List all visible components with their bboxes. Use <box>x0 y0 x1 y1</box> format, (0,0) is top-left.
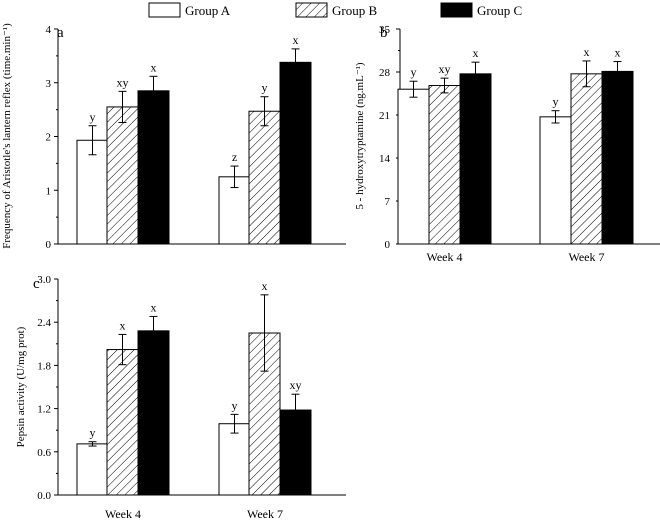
significance-label: x <box>151 60 157 74</box>
y-tick-label: 3 <box>46 78 52 90</box>
panel-label: b <box>380 25 388 41</box>
legend-item-1: Group A <box>148 2 231 18</box>
bar-group-c-1 <box>137 330 170 496</box>
legend-swatch <box>440 2 473 18</box>
y-tick-label: 28 <box>379 67 391 79</box>
x-tick-label: Week 4 <box>105 507 141 521</box>
significance-label: x <box>615 46 621 60</box>
panel-label: c <box>33 276 40 292</box>
bar-group-b-1 <box>428 85 461 245</box>
y-tick-label: 1.2 <box>37 404 51 416</box>
significance-label: z <box>232 150 237 164</box>
bar-group-a-1 <box>76 139 109 245</box>
bar-group-b-2 <box>248 110 281 245</box>
y-tick-label: 3.0 <box>37 274 51 286</box>
y-tick-label: 0 <box>385 239 391 251</box>
bar-group-a-2 <box>539 116 572 245</box>
y-axis-title: 5 - hydroxytryptamine (ng.mL⁻¹) <box>354 62 366 210</box>
bar-group-b-2 <box>570 73 603 245</box>
legend: Group A Group B Group C <box>148 2 522 18</box>
significance-label: x <box>473 46 479 60</box>
significance-label: xy <box>439 62 451 76</box>
bar-group-a-1 <box>76 443 109 496</box>
y-tick-label: 4 <box>46 24 52 36</box>
bar-group-a-1 <box>397 88 430 245</box>
y-tick-label: 0.0 <box>37 490 51 502</box>
significance-label: y <box>262 81 268 95</box>
significance-label: x <box>262 279 268 293</box>
panel-c: 0.0 0.6 1.2 1.8 2.4 3.0c Pepsin activity (U/mg… <box>15 274 346 521</box>
significance-label: x <box>293 33 299 47</box>
y-tick-label: 35 <box>379 24 391 36</box>
y-tick-label: 0 <box>46 239 52 251</box>
y-tick-label: 0.6 <box>37 447 51 459</box>
y-tick-label: 14 <box>379 153 391 165</box>
bar-group-a-2 <box>218 423 251 496</box>
legend-swatch <box>148 2 181 18</box>
bar-group-c-2 <box>279 61 312 245</box>
legend-label: Group A <box>185 3 231 18</box>
significance-label: y <box>232 398 238 412</box>
y-tick-label: 1 <box>46 185 52 197</box>
legend-swatch <box>295 2 328 18</box>
significance-label: x <box>584 45 590 59</box>
bar-group-b-1 <box>106 349 139 496</box>
significance-label: y <box>90 110 96 124</box>
y-axis-title: Pepsin activity (U/mg prot) <box>15 326 27 447</box>
y-tick-label: 2.4 <box>37 317 51 329</box>
panel-label: a <box>57 25 64 41</box>
significance-label: xy <box>290 378 302 392</box>
significance-label: y <box>553 95 559 109</box>
x-tick-label: Week 7 <box>568 250 604 264</box>
panels: 0 1 2 3 4 a Frequency of Aristotle's lantern r… <box>1 23 660 521</box>
legend-label: Group B <box>332 3 377 18</box>
significance-label: y <box>90 426 96 440</box>
y-axis-title: Frequency of Aristotle's lantern reflex … <box>1 23 13 249</box>
panel-a: 0 1 2 3 4 a Frequency of Aristotle's lantern r… <box>1 23 346 251</box>
bar-group-c-1 <box>137 90 170 245</box>
bar-group-c-2 <box>601 70 634 245</box>
significance-label: x <box>151 300 157 314</box>
significance-label: x <box>120 318 126 332</box>
bar-group-c-1 <box>459 73 492 245</box>
y-tick-label: 1.8 <box>37 360 51 372</box>
legend-label: Group C <box>477 3 522 18</box>
y-tick-label: 2 <box>46 132 52 144</box>
y-tick-label: 21 <box>379 110 390 122</box>
bar-group-c-2 <box>279 409 312 496</box>
x-tick-label: Week 4 <box>426 250 462 264</box>
bar-group-b-1 <box>106 106 139 245</box>
significance-label: xy <box>117 75 129 89</box>
legend-item-2: Group B <box>295 2 377 18</box>
y-tick-label: 7 <box>385 196 391 208</box>
x-tick-label: Week 7 <box>247 507 283 521</box>
significance-label: y <box>411 65 417 79</box>
legend-item-3: Group C <box>440 2 522 18</box>
panel-b: 0 7 14 21 28 35b 5 - hydroxytryptamine (ng.mL⁻… <box>354 24 660 264</box>
